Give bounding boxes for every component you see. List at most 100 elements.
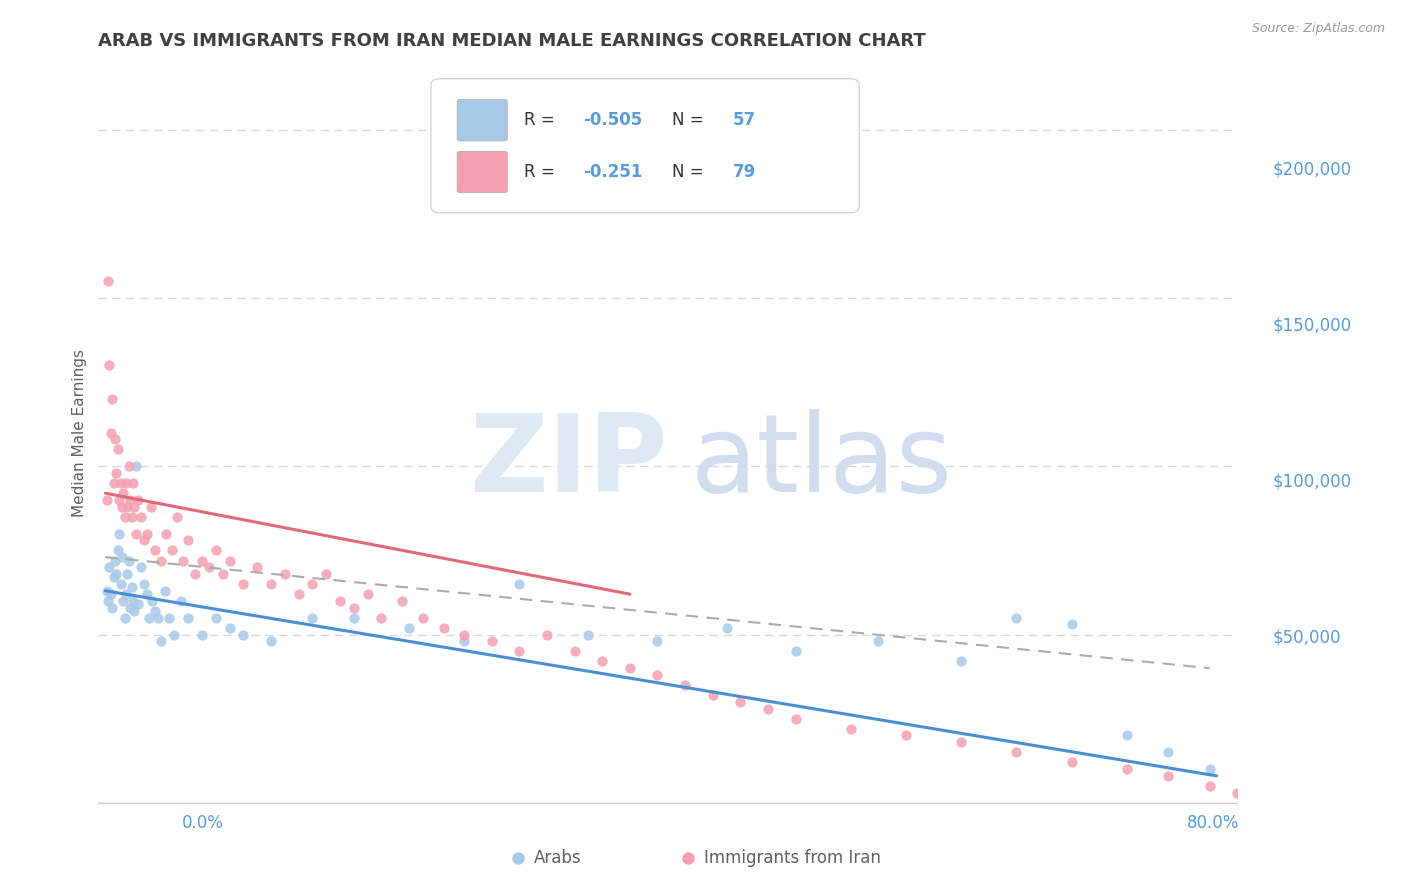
Point bbox=[232, 577, 254, 591]
FancyBboxPatch shape bbox=[457, 99, 508, 141]
Point bbox=[107, 442, 129, 457]
Point bbox=[1157, 769, 1180, 783]
Point bbox=[170, 594, 193, 608]
Point bbox=[100, 587, 122, 601]
Point bbox=[1005, 610, 1028, 624]
Point bbox=[287, 587, 309, 601]
Point bbox=[97, 594, 120, 608]
Point bbox=[950, 735, 973, 749]
Text: 80.0%: 80.0% bbox=[1187, 814, 1239, 831]
Point bbox=[868, 634, 890, 648]
Point bbox=[1226, 786, 1249, 800]
Point bbox=[117, 500, 139, 514]
Point bbox=[98, 359, 121, 373]
Point bbox=[785, 644, 807, 658]
Point bbox=[1157, 745, 1180, 759]
Text: ZIP: ZIP bbox=[470, 409, 668, 516]
Point bbox=[218, 621, 240, 635]
Point bbox=[246, 560, 269, 574]
Text: $50,000: $50,000 bbox=[1272, 629, 1341, 647]
FancyBboxPatch shape bbox=[457, 152, 508, 193]
Point bbox=[114, 610, 136, 624]
Point bbox=[155, 526, 177, 541]
Point bbox=[135, 526, 157, 541]
Point bbox=[111, 550, 134, 565]
Point bbox=[122, 594, 145, 608]
Point bbox=[125, 526, 148, 541]
Text: atlas: atlas bbox=[690, 409, 953, 516]
Point bbox=[101, 392, 124, 406]
Text: 0.0%: 0.0% bbox=[183, 814, 224, 831]
Point bbox=[536, 627, 558, 641]
Point bbox=[105, 466, 128, 480]
Point bbox=[139, 500, 162, 514]
Point bbox=[329, 594, 352, 608]
Point bbox=[839, 722, 862, 736]
Point bbox=[260, 577, 283, 591]
Point bbox=[104, 433, 127, 447]
Point bbox=[453, 634, 475, 648]
Text: N =: N = bbox=[672, 112, 704, 129]
Point bbox=[1005, 745, 1028, 759]
Point bbox=[135, 587, 157, 601]
Point bbox=[104, 553, 127, 567]
Point bbox=[191, 553, 214, 567]
Point bbox=[702, 688, 724, 702]
Point bbox=[166, 509, 188, 524]
Text: R =: R = bbox=[524, 112, 555, 129]
Point bbox=[356, 587, 378, 601]
Y-axis label: Median Male Earnings: Median Male Earnings bbox=[72, 349, 87, 516]
Point bbox=[211, 566, 233, 581]
Point bbox=[198, 560, 221, 574]
FancyBboxPatch shape bbox=[432, 78, 859, 212]
Point bbox=[564, 644, 586, 658]
Point bbox=[127, 492, 149, 507]
Point bbox=[894, 729, 917, 743]
Text: 57: 57 bbox=[733, 112, 756, 129]
Point bbox=[647, 668, 669, 682]
Point bbox=[343, 600, 366, 615]
Text: -0.505: -0.505 bbox=[583, 112, 643, 129]
Point bbox=[124, 500, 146, 514]
Point bbox=[481, 634, 503, 648]
Point bbox=[184, 566, 207, 581]
Point bbox=[260, 634, 283, 648]
Point bbox=[117, 566, 139, 581]
Point bbox=[112, 486, 135, 500]
Point bbox=[673, 678, 696, 692]
Point bbox=[1060, 617, 1083, 632]
Point bbox=[602, 796, 624, 810]
Point bbox=[1060, 756, 1083, 770]
Point bbox=[232, 627, 254, 641]
Point bbox=[108, 526, 131, 541]
Point bbox=[315, 566, 337, 581]
Point bbox=[1364, 792, 1386, 806]
Point bbox=[177, 610, 200, 624]
Point bbox=[129, 509, 152, 524]
Point bbox=[370, 610, 392, 624]
Point bbox=[118, 459, 141, 474]
Point bbox=[108, 492, 131, 507]
Point bbox=[143, 604, 166, 618]
Point bbox=[1115, 762, 1137, 776]
Point bbox=[191, 627, 214, 641]
Point bbox=[391, 594, 413, 608]
Point bbox=[785, 712, 807, 726]
Point bbox=[120, 492, 142, 507]
Text: Source: ZipAtlas.com: Source: ZipAtlas.com bbox=[1251, 22, 1385, 36]
Point bbox=[121, 509, 143, 524]
Point bbox=[121, 581, 143, 595]
Point bbox=[412, 610, 434, 624]
Point bbox=[343, 610, 366, 624]
Point bbox=[453, 627, 475, 641]
Point bbox=[127, 597, 149, 611]
Text: $150,000: $150,000 bbox=[1272, 317, 1351, 334]
Point bbox=[177, 533, 200, 548]
Point bbox=[115, 476, 138, 491]
Text: $100,000: $100,000 bbox=[1272, 473, 1351, 491]
Point bbox=[398, 621, 420, 635]
Point bbox=[301, 610, 323, 624]
Point bbox=[149, 634, 172, 648]
Point bbox=[730, 695, 752, 709]
Point bbox=[218, 553, 240, 567]
